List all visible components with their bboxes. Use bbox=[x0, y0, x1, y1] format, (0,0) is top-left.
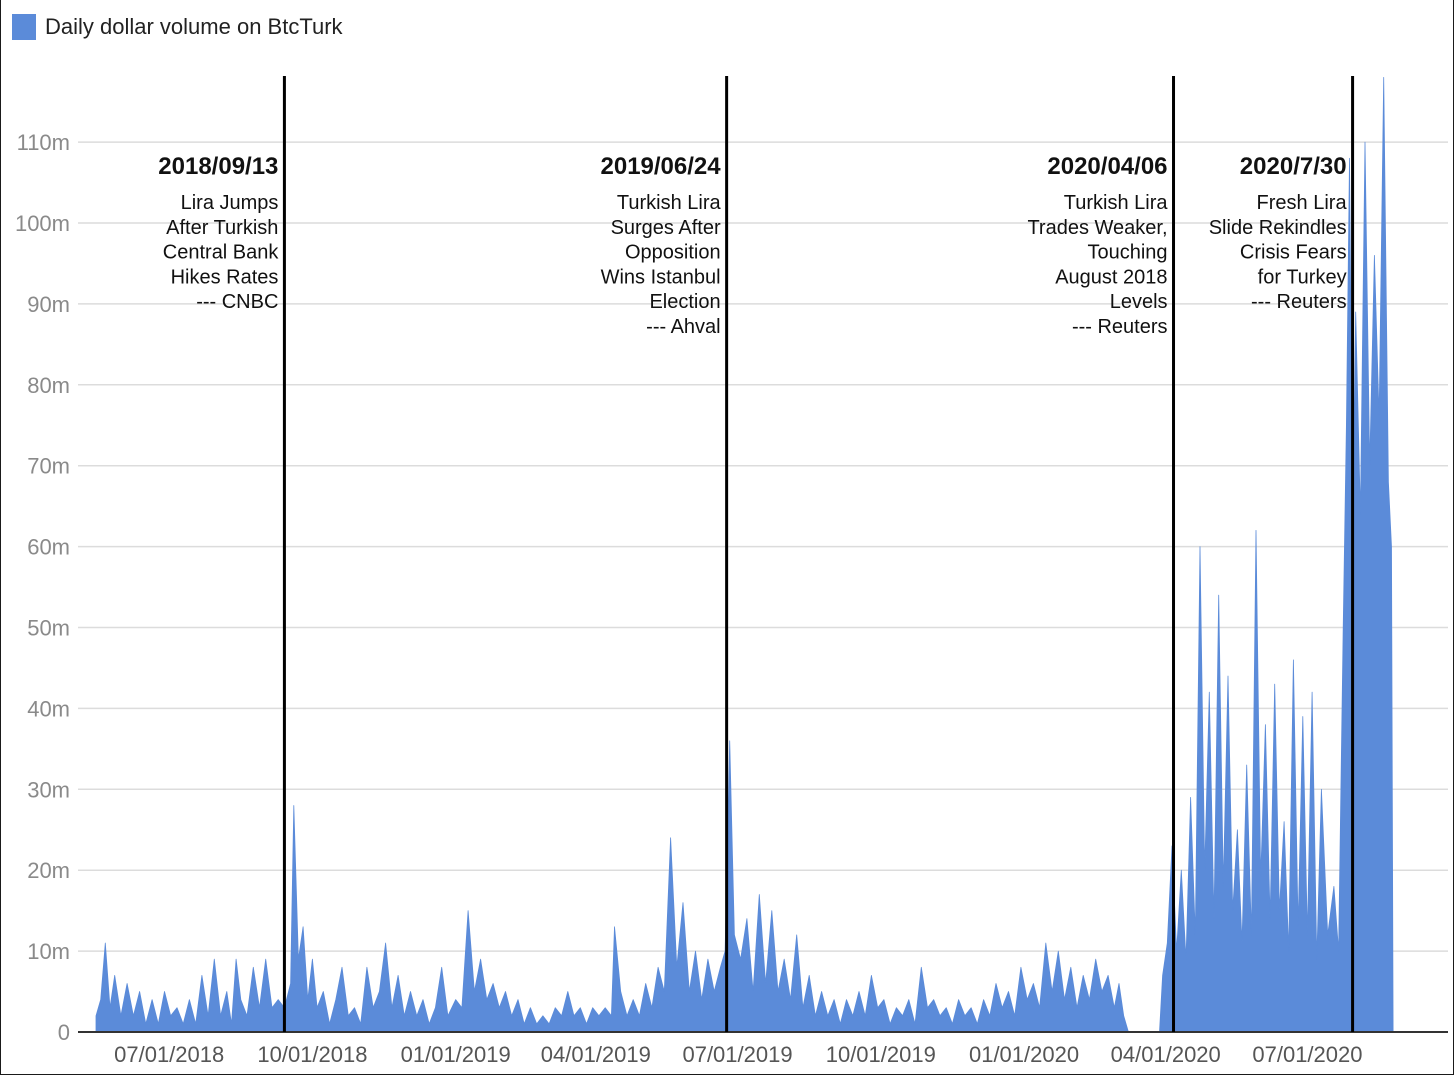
annotation-text: Turkish Lira bbox=[617, 192, 722, 214]
x-axis-ticks: 07/01/2018 10/01/2018 01/01/2019 04/01/2019… bbox=[114, 1042, 1362, 1067]
area-series bbox=[95, 77, 1394, 1033]
legend-label: Daily dollar volume on BtcTurk bbox=[45, 14, 343, 39]
x-tick-label: 04/01/2019 bbox=[541, 1042, 651, 1067]
annotation-text: Surges After bbox=[611, 217, 721, 239]
annotation: 2018/09/13 Lira Jumps After Turkish Central… bbox=[158, 76, 286, 1032]
y-tick-label: 90m bbox=[27, 292, 70, 317]
y-tick-label: 30m bbox=[27, 777, 70, 802]
annotation-text: Levels bbox=[1110, 291, 1168, 313]
y-tick-label: 80m bbox=[27, 373, 70, 398]
legend: Daily dollar volume on BtcTurk bbox=[12, 14, 343, 40]
y-tick-label: 70m bbox=[27, 454, 70, 479]
x-tick-label: 04/01/2020 bbox=[1111, 1042, 1221, 1067]
y-tick-label: 10m bbox=[27, 939, 70, 964]
x-tick-label: 10/01/2019 bbox=[826, 1042, 936, 1067]
y-tick-label: 50m bbox=[27, 616, 70, 641]
annotation-text: for Turkey bbox=[1258, 266, 1347, 288]
annotation-text: Hikes Rates bbox=[171, 266, 279, 288]
y-tick-label: 0 bbox=[58, 1020, 70, 1045]
annotation-text: --- Reuters bbox=[1072, 316, 1168, 338]
annotation-text: Fresh Lira bbox=[1257, 192, 1348, 214]
y-tick-label: 40m bbox=[27, 696, 70, 721]
annotation-date: 2020/04/06 bbox=[1047, 153, 1167, 180]
y-tick-label: 100m bbox=[15, 211, 70, 236]
x-tick-label: 07/01/2018 bbox=[114, 1042, 224, 1067]
annotation-text: Wins Istanbul bbox=[601, 266, 721, 288]
annotation-text: Lira Jumps bbox=[181, 192, 279, 214]
annotation: 2020/7/30 Fresh Lira Slide Rekindles Crisis… bbox=[1209, 76, 1355, 1032]
annotation-text: Trades Weaker, bbox=[1027, 217, 1167, 239]
event-annotations: 2018/09/13 Lira Jumps After Turkish Central… bbox=[158, 76, 1355, 1032]
x-tick-label: 01/01/2019 bbox=[401, 1042, 511, 1067]
annotation: 2019/06/24 Turkish Lira Surges After Opposi… bbox=[601, 76, 729, 1032]
x-tick-label: 07/01/2020 bbox=[1252, 1042, 1362, 1067]
x-tick-label: 07/01/2019 bbox=[682, 1042, 792, 1067]
annotation-text: Turkish Lira bbox=[1064, 192, 1169, 214]
annotation-text: --- Reuters bbox=[1251, 291, 1347, 313]
y-tick-label: 110m bbox=[17, 130, 70, 155]
x-tick-label: 10/01/2018 bbox=[257, 1042, 367, 1067]
annotation-text: Crisis Fears bbox=[1240, 242, 1347, 264]
annotation-text: August 2018 bbox=[1055, 266, 1167, 288]
annotation-text: --- CNBC bbox=[196, 291, 278, 313]
annotation-text: Slide Rekindles bbox=[1209, 217, 1347, 239]
annotation-text: --- Ahval bbox=[646, 316, 720, 338]
annotation: 2020/04/06 Turkish Lira Trades Weaker, Touc… bbox=[1027, 76, 1176, 1032]
annotation-text: Central Bank bbox=[163, 242, 280, 264]
annotation-date: 2019/06/24 bbox=[601, 153, 722, 180]
x-tick-label: 01/01/2020 bbox=[969, 1042, 1079, 1067]
annotation-date: 2018/09/13 bbox=[158, 153, 278, 180]
annotation-text: Opposition bbox=[625, 242, 721, 264]
y-tick-label: 60m bbox=[27, 535, 70, 560]
y-tick-label: 20m bbox=[27, 858, 70, 883]
annotation-text: Election bbox=[649, 291, 720, 313]
annotation-date: 2020/7/30 bbox=[1240, 153, 1347, 180]
annotation-text: After Turkish bbox=[166, 217, 278, 239]
legend-swatch bbox=[12, 14, 36, 40]
y-axis-ticks: 0 10m 20m 30m 40m 50m 60m 70m 80m 90m 100m 110m bbox=[15, 130, 70, 1045]
annotation-text: Touching bbox=[1087, 242, 1167, 264]
series-area bbox=[95, 77, 1394, 1033]
